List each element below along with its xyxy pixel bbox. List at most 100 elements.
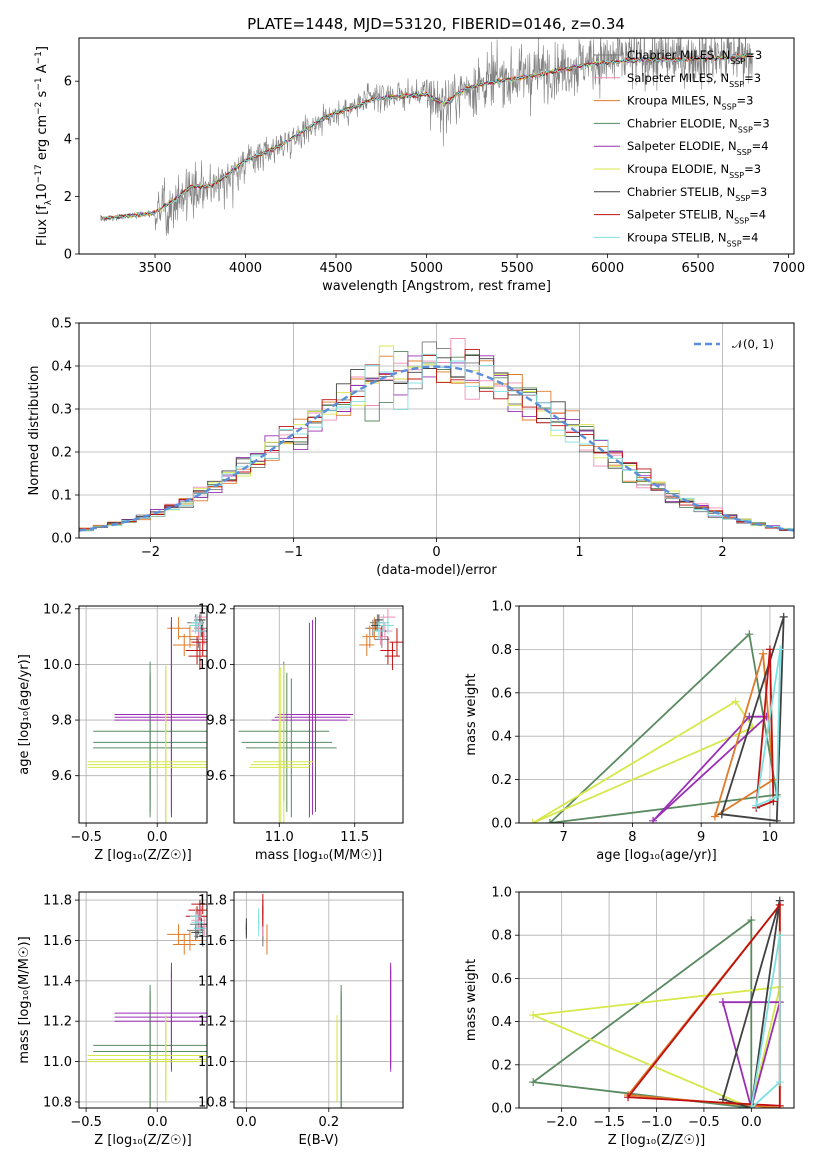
legend-nssp: =3 <box>745 48 762 62</box>
y-tick-label: 0.8 <box>491 929 512 944</box>
y-axis-label: mass [log₁₀(M/M☉)] <box>17 936 32 1063</box>
mass-weight-point <box>747 1104 756 1108</box>
mass-weight-point <box>779 612 788 621</box>
y-tick-label: 11.6 <box>198 934 227 949</box>
y-tick-label: 11.2 <box>43 1015 72 1030</box>
legend-nssp: =4 <box>742 230 759 244</box>
x-tick-label: 0.0 <box>147 830 168 845</box>
y-tick-label: 0.2 <box>491 1058 512 1073</box>
x-axis-label: Z [log₁₀(Z/Z☉)] <box>94 848 191 863</box>
legend-sub: SSP <box>737 148 752 157</box>
x-tick-label: 7000 <box>772 261 805 276</box>
x-tick-label: 1 <box>575 545 583 560</box>
spectrum-panel: 3500 4000 4500 5000 5500 6000 6500 7000 0 2 4 6 wave… <box>34 37 805 294</box>
y-tick-label: 11.4 <box>43 974 72 989</box>
z_mass-frame <box>78 891 208 1109</box>
y-tick-label: 0.2 <box>51 446 72 461</box>
mass-weight-line <box>713 653 775 819</box>
legend-label: Salpeter STELIB, NSSP=4 <box>627 208 766 226</box>
mass-weight-point <box>545 819 554 823</box>
y-tick-label: 11.8 <box>198 894 227 909</box>
x-axis-label: (data-model)/error <box>376 563 497 578</box>
mass-age-panel: 11.0 11.5 9.6 9.8 10.0 10.2 mass [log₁₀(M/M☉)] <box>198 602 404 863</box>
mass-weight-point <box>759 649 768 658</box>
x-axis-label: age [log₁₀(age/yr)] <box>596 848 717 863</box>
ebv_mass-plot-area <box>234 892 403 1108</box>
spectrum-frame <box>78 37 795 255</box>
x-tick-label: 8 <box>628 830 636 845</box>
age-massweight-panel: 7 8 9 10 0.0 0.2 0.4 0.6 0.8 1.0 age [log₁₀(age/yr… <box>464 600 795 863</box>
ebv_mass-frame <box>233 891 404 1109</box>
mass-weight-point <box>775 1078 784 1087</box>
y-tick-label: 11.8 <box>43 894 72 909</box>
legend-nssp: =4 <box>749 208 766 222</box>
legend-label: Chabrier MILES, NSSP=3 <box>627 48 762 66</box>
mass-weight-line <box>530 918 753 1108</box>
x-tick-label: 0.0 <box>147 1115 168 1130</box>
x-tick-label: 6000 <box>591 261 624 276</box>
y-tick-label: 0.4 <box>491 730 512 745</box>
x-axis-label: Z [log₁₀(Z/Z☉)] <box>608 1133 705 1148</box>
y-tick-label: 0.5 <box>51 317 72 332</box>
x-tick-label: 9 <box>697 830 705 845</box>
mass-weight-point <box>747 916 756 925</box>
y-tick-label: 0.4 <box>491 1015 512 1030</box>
y-tick-label: 9.8 <box>206 714 227 729</box>
z_mw-plot-area <box>519 892 794 1108</box>
legend-label: Kroupa MILES, NSSP=3 <box>627 94 753 112</box>
legend-label: Salpeter ELODIE, NSSP=4 <box>627 139 769 157</box>
y-tick-label: 0.1 <box>51 489 72 504</box>
spectrum-plot-area <box>100 38 753 236</box>
mass-weight-point <box>776 645 785 654</box>
x-tick-label: 5000 <box>410 261 443 276</box>
y-axis-label: mass weight <box>464 673 479 755</box>
x-tick-label: 2 <box>718 545 726 560</box>
legend-nssp: =3 <box>753 116 770 130</box>
residual-histogram-step <box>79 353 794 531</box>
figure-title: PLATE=1448, MJD=53120, FIBERID=0146, z=0… <box>247 15 625 33</box>
legend-sub: SSP <box>734 216 749 225</box>
y-tick-label: 11.2 <box>198 1015 227 1030</box>
x-tick-label: 7 <box>560 830 568 845</box>
x-tick-label: −2.0 <box>546 1115 578 1130</box>
y-axis-label: Flux [fλ10−17 erg cm−2 s−1 A−1] <box>34 46 54 246</box>
legend-nssp: =3 <box>744 162 761 176</box>
model-spectrum-line <box>100 53 753 221</box>
y-axis-label: age [log₁₀(age/yr)] <box>17 654 32 775</box>
legend-label: Chabrier ELODIE, NSSP=3 <box>627 116 770 133</box>
hist-frame <box>78 322 795 539</box>
residual-histogram-panel: −2 −1 0 1 2 0.0 0.1 0.2 0.3 0.4 0.5 (data-model)/er… <box>27 317 795 578</box>
x-tick-label: −1 <box>284 545 303 560</box>
y-tick-label: 11.6 <box>43 934 72 949</box>
y-tick-label: 9.8 <box>51 714 72 729</box>
mass_age-plot-area <box>234 606 403 823</box>
mass_age-frame <box>233 605 404 824</box>
y-tick-label: 10.0 <box>198 658 227 673</box>
legend-nssp: =4 <box>752 139 769 153</box>
x-tick-label: 3500 <box>138 261 171 276</box>
x-axis-label: mass [log₁₀(M/M☉)] <box>255 848 382 863</box>
age_mw-plot-area <box>519 606 794 823</box>
x-tick-label: 5500 <box>501 261 534 276</box>
z_age-plot-area <box>79 606 207 823</box>
y-tick-label: 0.8 <box>491 643 512 658</box>
x-tick-label: −1.0 <box>641 1115 673 1130</box>
x-axis-label: E(B-V) <box>298 1133 338 1148</box>
y-tick-label: 1.0 <box>491 886 512 901</box>
x-tick-label: 0.0 <box>741 1115 762 1130</box>
y-axis-label: mass weight <box>464 959 479 1041</box>
legend-sub: SSP <box>730 57 745 66</box>
metallicity-massweight-panel: −2.0 −1.5 −1.0 −0.5 0.0 0.0 0.2 0.4 0.6 0.8 1.0 Z [… <box>464 886 795 1148</box>
y-tick-label: 0.0 <box>491 817 512 832</box>
age_mw-frame <box>518 605 795 824</box>
y-tick-label: 10.2 <box>43 602 72 617</box>
mass-weight-line <box>548 632 778 823</box>
y-tick-label: 4 <box>64 132 72 147</box>
mass-weight-point <box>731 697 740 706</box>
legend-sub: SSP <box>738 125 753 134</box>
mass-weight-point <box>752 801 761 810</box>
x-tick-label: 6500 <box>682 261 715 276</box>
legend-label: Chabrier STELIB, NSSP=3 <box>627 185 767 203</box>
y-tick-label: 10.8 <box>198 1095 227 1110</box>
metallicity-mass-panel: −0.5 0.0 10.8 11.0 11.2 11.4 11.6 11.8 Z [log₁₀(… <box>17 891 208 1148</box>
